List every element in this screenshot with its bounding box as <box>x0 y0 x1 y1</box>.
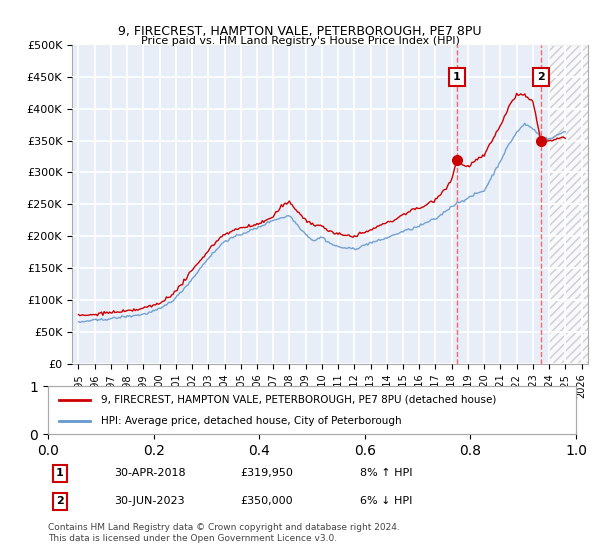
Text: 1: 1 <box>453 72 461 82</box>
Text: 9, FIRECREST, HAMPTON VALE, PETERBOROUGH, PE7 8PU: 9, FIRECREST, HAMPTON VALE, PETERBOROUGH… <box>118 25 482 38</box>
Text: 8% ↑ HPI: 8% ↑ HPI <box>360 468 413 478</box>
Text: 30-APR-2018: 30-APR-2018 <box>114 468 185 478</box>
Text: £319,950: £319,950 <box>240 468 293 478</box>
Text: 6% ↓ HPI: 6% ↓ HPI <box>360 496 412 506</box>
Text: 9, FIRECREST, HAMPTON VALE, PETERBOROUGH, PE7 8PU (detached house): 9, FIRECREST, HAMPTON VALE, PETERBOROUGH… <box>101 395 496 405</box>
Text: 30-JUN-2023: 30-JUN-2023 <box>114 496 185 506</box>
Text: 2: 2 <box>537 72 545 82</box>
Text: 1: 1 <box>56 468 64 478</box>
Text: 2: 2 <box>56 496 64 506</box>
Text: Price paid vs. HM Land Registry's House Price Index (HPI): Price paid vs. HM Land Registry's House … <box>140 36 460 46</box>
Bar <box>549 45 588 364</box>
Text: £350,000: £350,000 <box>240 496 293 506</box>
Text: Contains HM Land Registry data © Crown copyright and database right 2024.
This d: Contains HM Land Registry data © Crown c… <box>48 524 400 543</box>
Text: HPI: Average price, detached house, City of Peterborough: HPI: Average price, detached house, City… <box>101 416 401 426</box>
